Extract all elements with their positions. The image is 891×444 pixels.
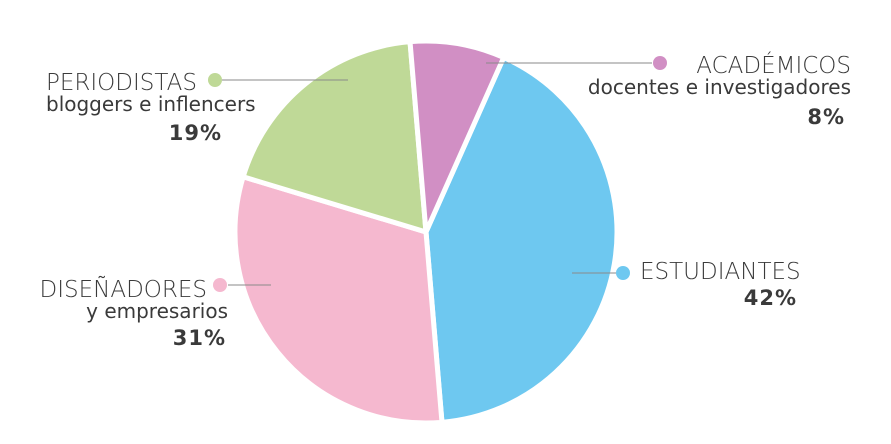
legend-academicos: ACADÉMICOS docentes e investigadores 8% bbox=[588, 51, 851, 129]
label-periodistas: PERIODISTAS bbox=[46, 70, 197, 96]
pie-slice-disenadores bbox=[232, 174, 445, 426]
label-estudiantes: ESTUDIANTES bbox=[640, 259, 801, 285]
legend-disenadores: DISEÑADORES y empresarios 31% bbox=[40, 276, 229, 350]
pie-slice-academicos bbox=[407, 38, 507, 235]
legend-dot-periodistas bbox=[208, 73, 222, 87]
leader-lines bbox=[208, 56, 667, 292]
legend-estudiantes: ESTUDIANTES 42% bbox=[640, 259, 801, 310]
legend-periodistas: PERIODISTAS bloggers e inflencers 19% bbox=[46, 70, 256, 145]
pie-slice-estudiantes bbox=[423, 55, 620, 425]
pie-slices bbox=[232, 38, 620, 426]
label-academicos: ACADÉMICOS bbox=[696, 51, 851, 79]
sublabel-academicos: docentes e investigadores bbox=[588, 75, 851, 99]
pie-slice-periodistas bbox=[240, 39, 429, 235]
sublabel-disenadores: y empresarios bbox=[86, 299, 228, 323]
percent-estudiantes: 42% bbox=[744, 286, 797, 310]
percent-disenadores: 31% bbox=[173, 326, 226, 350]
percent-academicos: 8% bbox=[807, 105, 845, 129]
legend-dot-disenadores bbox=[213, 278, 227, 292]
legend-dot-academicos bbox=[653, 56, 667, 70]
percent-periodistas: 19% bbox=[169, 121, 222, 145]
legend-dot-estudiantes bbox=[616, 266, 630, 280]
sublabel-periodistas: bloggers e inflencers bbox=[46, 92, 256, 116]
label-disenadores: DISEÑADORES bbox=[40, 276, 208, 303]
